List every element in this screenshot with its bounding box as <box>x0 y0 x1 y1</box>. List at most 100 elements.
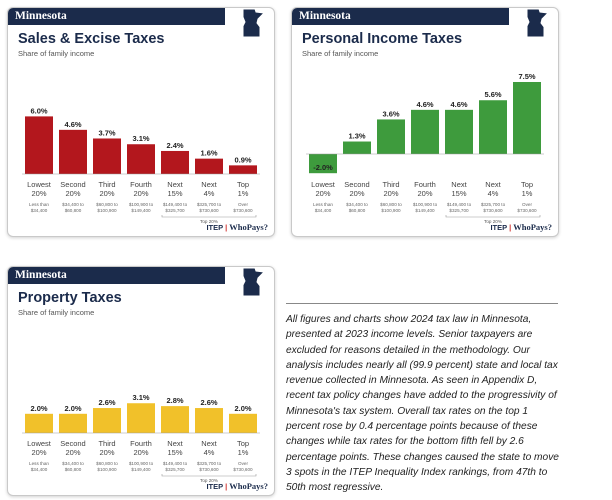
category-label: 20% <box>99 448 114 457</box>
data-label: 2.8% <box>166 396 183 405</box>
bar-income-5 <box>479 100 507 154</box>
bar-income-3 <box>411 109 439 154</box>
category-label: Next <box>485 180 501 189</box>
category-label: Lowest <box>27 439 52 448</box>
category-label: Lowest <box>311 180 336 189</box>
top20-label: Top 20% <box>484 219 502 224</box>
category-label: Fourth <box>130 439 152 448</box>
income-range-label: $730,600 <box>199 467 219 472</box>
income-range-label: $34,400 <box>31 467 48 472</box>
data-label: 2.0% <box>234 404 251 413</box>
category-label: 20% <box>65 189 80 198</box>
bar-sales-5 <box>195 158 223 174</box>
data-label: 3.7% <box>98 128 115 137</box>
category-label: Top <box>237 439 249 448</box>
data-label: 0.9% <box>234 155 251 164</box>
data-label: -2.0% <box>313 163 333 172</box>
income-range-label: Over <box>238 461 248 466</box>
category-label: Next <box>167 180 183 189</box>
category-label: Lowest <box>27 180 52 189</box>
itep-whopays-logo: ITEP | WhoPays? <box>206 222 268 232</box>
bar-property-2 <box>93 408 121 433</box>
data-label: 2.0% <box>64 404 81 413</box>
bar-sales-4 <box>161 150 189 174</box>
category-label: 20% <box>315 189 330 198</box>
data-label: 4.6% <box>450 100 467 109</box>
income-range-label: Over <box>522 202 532 207</box>
category-label: Next <box>167 439 183 448</box>
category-label: 20% <box>31 189 46 198</box>
income-range-label: $730,600 <box>199 208 219 213</box>
minnesota-map-icon <box>526 8 550 38</box>
income-range-label: $730,600 <box>233 208 253 213</box>
income-range-label: Less than <box>313 202 333 207</box>
category-label: Second <box>344 180 369 189</box>
chart-subtitle: Share of family income <box>18 308 95 317</box>
category-label: Next <box>201 180 217 189</box>
category-label: Top <box>521 180 533 189</box>
income-range-label: Over <box>238 202 248 207</box>
data-label: 2.6% <box>200 398 217 407</box>
state-header: Minnesota <box>292 8 509 25</box>
bar-property-5 <box>195 408 223 433</box>
category-label: Second <box>60 180 85 189</box>
state-header: Minnesota <box>8 8 225 25</box>
income-range-label: $730,600 <box>483 208 503 213</box>
data-label: 2.0% <box>30 404 47 413</box>
bar-income-4 <box>445 109 473 154</box>
data-label: 2.4% <box>166 141 183 150</box>
income-range-label: $34,400 <box>31 208 48 213</box>
bar-income-6 <box>513 82 541 154</box>
top20-bracket <box>445 215 541 218</box>
income-range-label: $149,400 <box>131 208 151 213</box>
income-range-label: $34,400 to <box>346 202 368 207</box>
bar-income-0 <box>309 154 337 174</box>
data-label: 4.6% <box>416 100 433 109</box>
itep-whopays-logo: ITEP | WhoPays? <box>490 222 552 232</box>
bar-sales-1 <box>59 129 87 174</box>
state-header: Minnesota <box>8 267 225 284</box>
income-range-label: $100,900 <box>97 467 117 472</box>
income-range-label: $325,700 <box>165 208 185 213</box>
income-range-label: $149,400 to <box>163 202 188 207</box>
income-range-label: $60,800 to <box>380 202 402 207</box>
category-label: Third <box>98 439 115 448</box>
note-divider <box>286 303 558 304</box>
minnesota-map-icon <box>242 8 266 38</box>
income-range-label: $149,400 <box>415 208 435 213</box>
chart-title: Personal Income Taxes <box>302 31 463 47</box>
income-range-label: $34,400 to <box>62 202 84 207</box>
chart-title: Sales & Excise Taxes <box>18 31 165 47</box>
income-range-label: $60,800 <box>349 208 366 213</box>
category-label: 20% <box>133 448 148 457</box>
income-range-label: $325,700 to <box>481 202 506 207</box>
income-range-label: $730,600 <box>517 208 537 213</box>
income-range-label: $100,900 to <box>413 202 438 207</box>
top20-label: Top 20% <box>200 219 218 224</box>
top20-bracket <box>161 215 257 218</box>
category-label: 20% <box>65 448 80 457</box>
category-label: 1% <box>238 189 249 198</box>
minnesota-map-icon <box>242 267 266 297</box>
itep-whopays-logo: ITEP | WhoPays? <box>206 481 268 491</box>
bar-income-1 <box>343 141 371 154</box>
category-label: 4% <box>204 189 215 198</box>
income-range-label: $325,700 to <box>197 202 222 207</box>
income-range-label: Less than <box>29 202 49 207</box>
data-label: 4.6% <box>64 120 81 129</box>
category-label: 1% <box>522 189 533 198</box>
income-range-label: $325,700 to <box>197 461 222 466</box>
bar-sales-3 <box>127 144 155 174</box>
category-label: 20% <box>99 189 114 198</box>
category-label: Second <box>60 439 85 448</box>
data-label: 2.6% <box>98 398 115 407</box>
income-range-label: $100,900 to <box>129 202 154 207</box>
bar-property-0 <box>25 413 53 433</box>
bar-property-4 <box>161 406 189 433</box>
top20-bracket <box>161 474 257 477</box>
data-label: 3.6% <box>382 109 399 118</box>
category-label: 15% <box>167 448 182 457</box>
top20-label: Top 20% <box>200 478 218 483</box>
